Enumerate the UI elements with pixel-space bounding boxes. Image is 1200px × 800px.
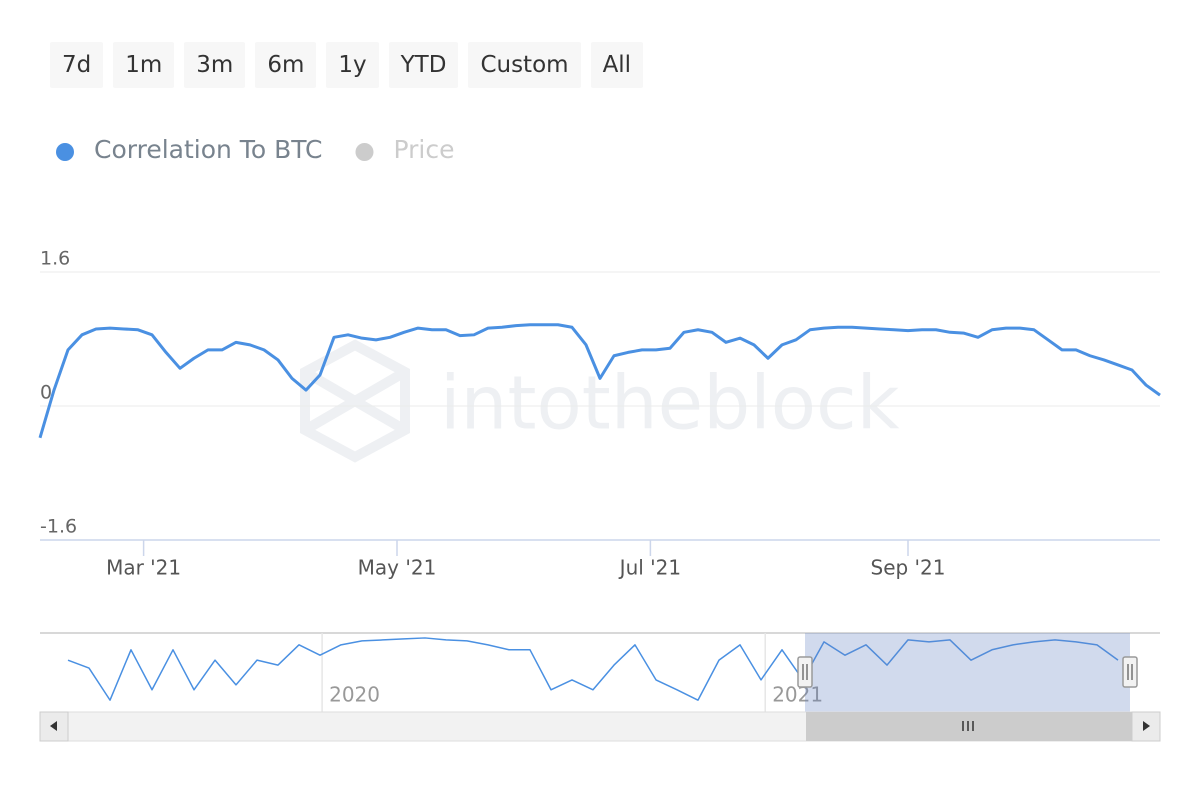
y-tick-label: -1.6 (40, 516, 77, 538)
range-button[interactable]: 1y (326, 42, 379, 88)
range-button[interactable]: 6m (255, 42, 317, 88)
watermark-logo (300, 339, 410, 463)
x-tick-label: Jul '21 (618, 556, 681, 580)
x-tick-label: Sep '21 (871, 556, 946, 580)
range-button[interactable]: YTD (388, 42, 459, 88)
navigator-handle[interactable] (797, 656, 813, 688)
navigator-handle[interactable] (1122, 656, 1138, 688)
legend-item[interactable]: Correlation To BTC (94, 135, 322, 164)
handle-grip (802, 664, 808, 680)
scrollbar-thumb[interactable] (806, 712, 1132, 741)
navigator-tick-label: 2020 (329, 683, 380, 707)
range-button[interactable]: 1m (113, 42, 175, 88)
y-tick-label: 1.6 (40, 248, 70, 270)
x-tick-label: Mar '21 (106, 556, 181, 580)
handle-grip (1127, 664, 1133, 680)
y-tick-label: 0 (40, 382, 52, 404)
range-button[interactable]: All (590, 42, 644, 88)
navigator-selection[interactable] (805, 633, 1130, 712)
legend-item[interactable]: Price (393, 135, 454, 164)
range-selector: 7d 1m 3m 6m 1y YTD Custom All (50, 42, 644, 88)
range-button[interactable]: 3m (184, 42, 246, 88)
legend-symbol[interactable] (355, 143, 374, 161)
arrow-right (1143, 721, 1150, 731)
arrow-left (50, 721, 57, 731)
range-button[interactable]: 7d (50, 42, 104, 88)
line-series (67, 637, 1119, 701)
x-tick-label: May '21 (358, 556, 437, 580)
line-series (38, 323, 1161, 439)
thumb-grip (962, 721, 974, 731)
legend-symbol[interactable] (56, 143, 74, 161)
watermark: intotheblock (440, 361, 900, 447)
range-button[interactable]: Custom (468, 42, 581, 88)
